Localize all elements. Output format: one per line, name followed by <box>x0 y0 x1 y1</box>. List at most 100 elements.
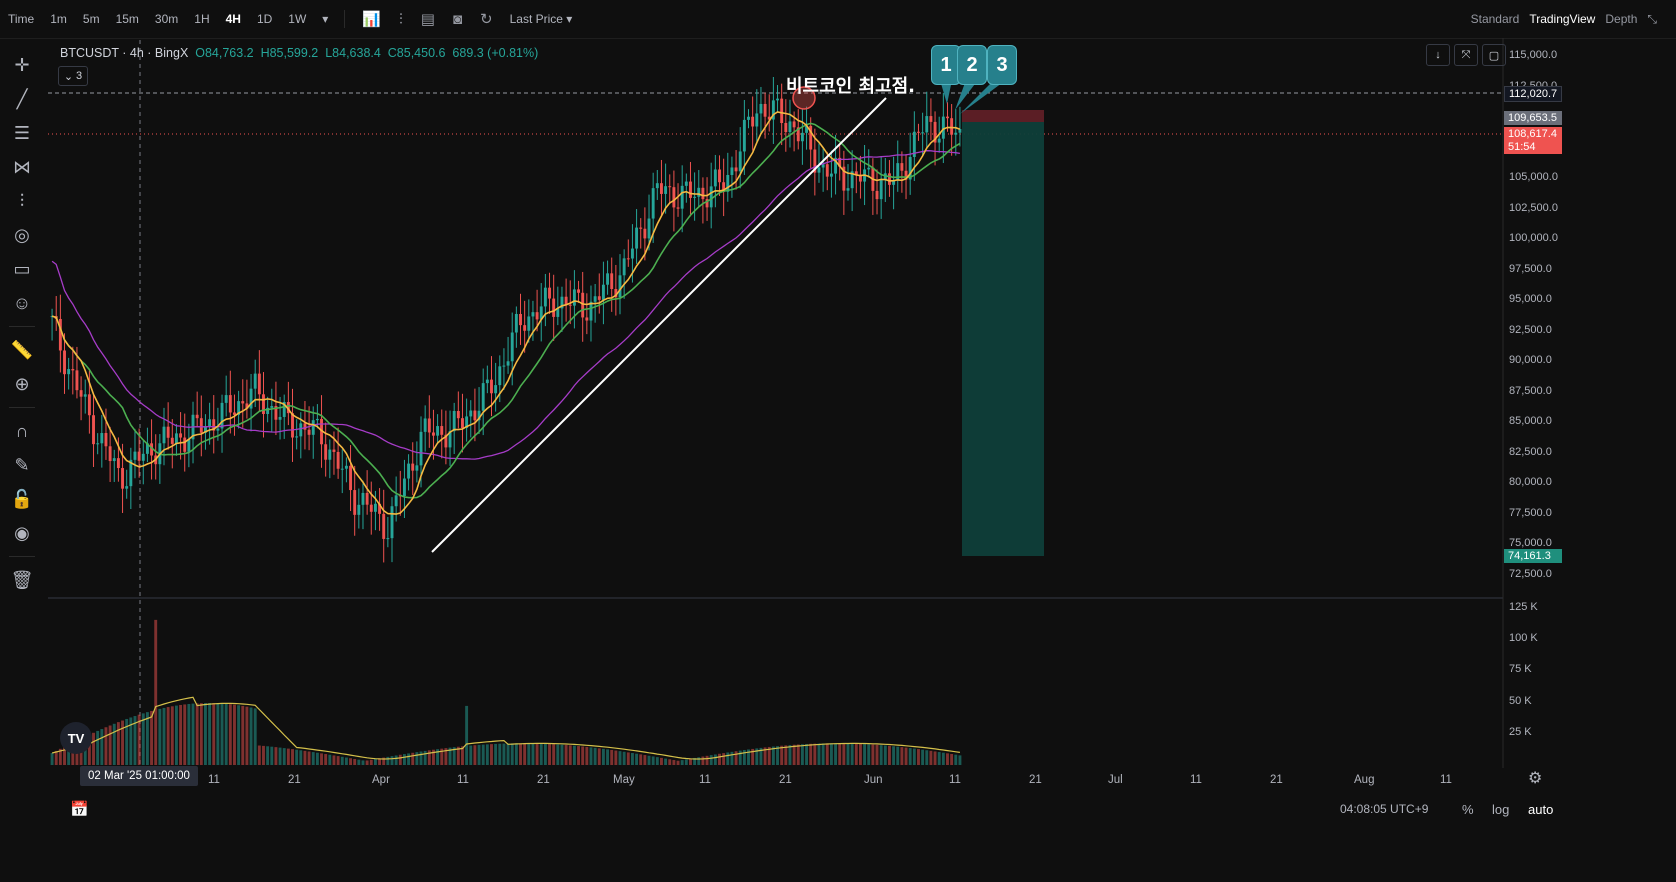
candle-body <box>883 173 887 181</box>
time-label: 11 <box>457 774 469 786</box>
toolbar-divider <box>9 407 35 408</box>
trash-icon[interactable]: 🗑 <box>10 569 34 590</box>
refresh-icon[interactable]: ↻ <box>480 11 493 28</box>
fib-icon[interactable]: ☰ <box>13 122 31 143</box>
clock[interactable]: 04:08:05 UTC+9 <box>1340 802 1429 816</box>
volume-bar <box>622 751 626 765</box>
tf-4h[interactable]: 4H <box>225 12 241 26</box>
candle-body <box>150 443 154 456</box>
time-label: 21 <box>288 774 301 786</box>
price-label: 92,500.0 <box>1509 323 1552 336</box>
candle-body <box>58 318 62 351</box>
ruler-icon[interactable]: 📏 <box>10 339 34 360</box>
time-label: Apr <box>372 774 390 786</box>
volume-bar <box>494 743 498 765</box>
candle-body <box>303 423 307 430</box>
ath-marker[interactable] <box>792 86 816 110</box>
volume-bar <box>850 743 854 765</box>
volume-bar <box>643 755 647 765</box>
price-label: 77,500.0 <box>1509 506 1552 519</box>
view-tradingview[interactable]: TradingView <box>1529 12 1596 26</box>
candle-body <box>116 458 120 469</box>
percent-toggle[interactable]: % <box>1462 802 1474 817</box>
tf-1d[interactable]: 1D <box>256 12 273 26</box>
volume-bar <box>191 703 195 765</box>
maximize-icon[interactable]: ▢ <box>1482 44 1506 66</box>
tf-1w[interactable]: 1W <box>288 12 307 26</box>
indicators-icon[interactable]: ⫶ <box>399 10 403 28</box>
candle-body <box>170 437 174 444</box>
volume-bar <box>137 714 141 765</box>
candle-body <box>133 451 137 460</box>
volume-bar <box>407 753 411 765</box>
view-standard[interactable]: Standard <box>1470 12 1520 26</box>
volume-bar <box>187 703 191 765</box>
bubble-3[interactable]: 3 <box>987 45 1017 85</box>
tf-1h[interactable]: 1H <box>194 12 210 26</box>
arrow-down-icon[interactable]: ↓ <box>1426 44 1450 66</box>
tf-5m[interactable]: 5m <box>82 12 100 26</box>
target-zone[interactable] <box>962 122 1044 556</box>
toolbar-divider <box>9 326 35 327</box>
pattern-icon[interactable]: ⋈ <box>13 156 31 177</box>
trend-line[interactable] <box>431 97 887 553</box>
candle-body <box>411 463 415 471</box>
volume-bar <box>328 754 332 765</box>
zoom-icon[interactable]: ⊕ <box>14 373 30 394</box>
indicators-toggle[interactable]: ⌄ 3 <box>58 66 88 86</box>
symbol-name[interactable]: BTCUSDT · 4h · BingX <box>60 46 189 60</box>
volume-bar <box>593 747 597 765</box>
emoji-icon[interactable]: ☺ <box>12 292 32 313</box>
eye-icon[interactable]: ◉ <box>14 522 30 543</box>
tf-15m[interactable]: 15m <box>115 12 139 26</box>
auto-toggle[interactable]: auto <box>1528 802 1554 817</box>
volume-bar <box>817 743 821 765</box>
text-icon[interactable]: ▭ <box>13 258 31 279</box>
volume-bar <box>680 760 684 765</box>
magnet-icon[interactable]: ∩ <box>15 420 29 441</box>
volume-bar <box>390 756 394 765</box>
tf-1m[interactable]: 1m <box>50 12 67 26</box>
time-label: Jul <box>1108 774 1123 786</box>
camera-icon[interactable]: ◙ <box>452 10 463 28</box>
stop-zone[interactable] <box>962 110 1044 122</box>
candle-body <box>664 186 668 194</box>
view-switcher: Standard TradingView Depth ⤡ <box>1466 0 1662 38</box>
annotation-text[interactable]: 비트코인 최고점. <box>786 76 916 97</box>
volume-bar <box>199 703 203 765</box>
candle-body <box>519 313 522 326</box>
price-label: 100,000.0 <box>1509 232 1558 245</box>
collapse-pane-icon[interactable]: ⤧ <box>1454 44 1478 66</box>
lock-icon[interactable]: 🔓 <box>10 488 34 509</box>
time-label: 21 <box>779 774 792 786</box>
brush-icon[interactable]: ◎ <box>14 224 30 245</box>
chart-type-icon[interactable]: 📊 <box>362 11 382 28</box>
candle-body <box>933 121 937 143</box>
tradingview-logo[interactable]: TV <box>60 722 92 754</box>
gear-icon[interactable]: ⚙ <box>1528 770 1543 787</box>
tf-more-chevron-down-icon[interactable]: ▾ <box>322 12 329 26</box>
time-axis[interactable]: 11 21 Apr 11 21 May 11 21 Jun 11 21 Jul … <box>48 768 1503 790</box>
candle-body <box>535 312 539 320</box>
tf-30m[interactable]: 30m <box>154 12 179 26</box>
trend-line-icon[interactable]: ╱ <box>16 88 28 109</box>
candle-body <box>324 444 328 460</box>
calendar-icon[interactable]: 📅 <box>70 801 89 818</box>
volume-bar <box>502 743 506 765</box>
volume-bar <box>921 749 925 765</box>
bubble-1[interactable]: 1 <box>931 45 961 85</box>
volume-bar <box>411 752 415 765</box>
collapse-icon[interactable]: ⤡ <box>1647 11 1657 26</box>
view-depth[interactable]: Depth <box>1605 12 1638 26</box>
log-toggle[interactable]: log <box>1492 802 1510 817</box>
lock-drawing-icon[interactable]: ✎ <box>14 454 30 475</box>
templates-icon[interactable]: ▤ <box>420 11 435 28</box>
bubble-2[interactable]: 2 <box>957 45 987 85</box>
crosshair-icon[interactable]: ✛ <box>14 54 30 75</box>
forecast-icon[interactable]: ⫶ <box>19 190 25 211</box>
volume-bar <box>875 744 879 765</box>
candle-body <box>705 199 709 208</box>
price-mode-select[interactable]: Last Price ▾ <box>509 12 573 26</box>
candle-body <box>912 131 916 157</box>
price-chart[interactable] <box>48 38 1608 818</box>
